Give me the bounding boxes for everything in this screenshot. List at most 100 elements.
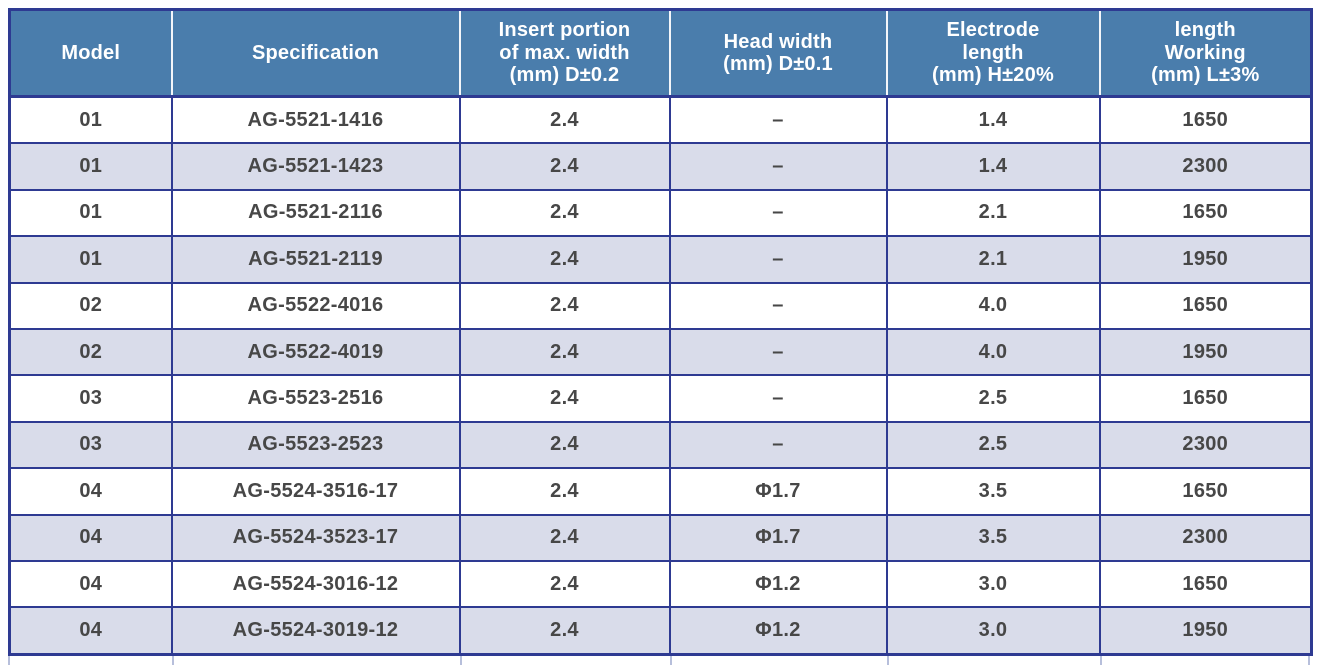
cell-insert-width: 2.4 — [458, 559, 671, 609]
cell-model: 02 — [8, 327, 173, 377]
grid-line-segment — [172, 655, 460, 665]
spec-table-wrapper: Model Specification Insert portion of ma… — [8, 8, 1313, 665]
cell-electrode-length: 2.5 — [885, 374, 1101, 423]
table-row: 01 AG-5521-2119 2.4–2.1 1950 — [8, 235, 1313, 284]
cell-insert-width: 2.4 — [458, 606, 671, 656]
cell-head-width: Φ1.7 — [668, 467, 888, 516]
cell-insert-width: 2.4 — [458, 467, 671, 516]
table-row: 04 AG-5524-3523-17 2.4 Φ1.7 3.5 2300 — [8, 513, 1313, 562]
cell-model: 04 — [8, 513, 173, 562]
table-row: 01 AG-5521-1423 2.4–1.4 2300 — [8, 142, 1313, 191]
grid-line-segment — [10, 656, 172, 665]
cell-working-length: 1650 — [1098, 95, 1313, 145]
cell-insert-width: 2.4 — [458, 142, 671, 191]
cell-model: 02 — [8, 281, 173, 330]
cell-specification: AG-5521-2119 — [170, 235, 461, 284]
cell-insert-width: 2.4 — [458, 327, 671, 377]
cell-insert-width: 2.4 — [458, 188, 671, 238]
cell-model: 04 — [8, 606, 173, 656]
cell-model: 03 — [8, 374, 173, 423]
cell-working-length: 1650 — [1098, 559, 1313, 609]
cell-working-length: 1650 — [1098, 467, 1313, 516]
grid-line-segment — [670, 655, 887, 665]
cell-model: 03 — [8, 420, 173, 470]
cell-head-width: – — [668, 235, 888, 284]
table-row: 03 AG-5523-2516 2.4–2.5 1650 — [8, 374, 1313, 423]
cell-electrode-length: 3.0 — [885, 559, 1101, 609]
cell-head-width: Φ1.2 — [668, 606, 888, 656]
table-row: 04 AG-5524-3016-12 2.4 Φ1.2 3.0 1650 — [8, 559, 1313, 609]
header-row: Model Specification Insert portion of ma… — [9, 9, 1312, 98]
cell-specification: AG-5524-3016-12 — [170, 559, 461, 609]
cell-specification: AG-5521-1423 — [170, 142, 461, 191]
cell-model: 01 — [8, 142, 173, 191]
table-row: 02 AG-5522-4016 2.4–4.0 1650 — [8, 281, 1313, 330]
cell-head-width: Φ1.2 — [668, 559, 888, 609]
cell-model: 04 — [8, 559, 173, 609]
cell-working-length: 2300 — [1098, 142, 1313, 191]
table-row: 04 AG-5524-3019-12 2.4 Φ1.2 3.0 1950 — [8, 606, 1313, 656]
cell-specification: AG-5524-3019-12 — [170, 606, 461, 656]
cut-off-next-row — [8, 655, 1310, 665]
cell-model: 01 — [8, 188, 173, 238]
cell-working-length: 1650 — [1098, 374, 1313, 423]
cell-electrode-length: 4.0 — [885, 327, 1101, 377]
table-body: 01 AG-5521-1416 2.4–1.4 1650 01 AG-5521-1423 2… — [8, 95, 1313, 656]
cell-head-width: – — [668, 188, 888, 238]
cell-electrode-length: 3.5 — [885, 467, 1101, 516]
cell-head-width: – — [668, 374, 888, 423]
column-header-electrode-length: Electrode length (mm) H±20% — [885, 9, 1100, 98]
cell-head-width: – — [668, 281, 888, 330]
cell-specification: AG-5524-3523-17 — [170, 513, 461, 562]
cell-insert-width: 2.4 — [458, 95, 671, 145]
table-row: 01 AG-5521-2116 2.4–2.1 1650 — [8, 188, 1313, 238]
cell-specification: AG-5524-3516-17 — [170, 467, 461, 516]
cell-model: 01 — [8, 235, 173, 284]
cell-head-width: Φ1.7 — [668, 513, 888, 562]
cell-electrode-length: 2.1 — [885, 235, 1101, 284]
cell-specification: AG-5522-4019 — [170, 327, 461, 377]
cell-electrode-length: 1.4 — [885, 95, 1101, 145]
cell-model: 01 — [8, 95, 173, 145]
cell-insert-width: 2.4 — [458, 235, 671, 284]
cell-head-width: – — [668, 95, 888, 145]
table-row: 03 AG-5523-2523 2.4–2.5 2300 — [8, 420, 1313, 470]
column-header-specification: Specification — [170, 9, 460, 98]
column-header-model: Model — [9, 9, 172, 98]
cell-electrode-length: 2.5 — [885, 420, 1101, 470]
cell-working-length: 1950 — [1098, 235, 1313, 284]
cell-working-length: 1650 — [1098, 281, 1313, 330]
cell-insert-width: 2.4 — [458, 281, 671, 330]
cell-electrode-length: 1.4 — [885, 142, 1101, 191]
cell-working-length: 2300 — [1098, 513, 1313, 562]
cell-head-width: – — [668, 142, 888, 191]
cell-specification: AG-5521-1416 — [170, 95, 461, 145]
cell-specification: AG-5522-4016 — [170, 281, 461, 330]
cell-insert-width: 2.4 — [458, 513, 671, 562]
grid-line-segment — [1100, 655, 1308, 665]
grid-line-segment — [887, 655, 1100, 665]
cell-electrode-length: 3.0 — [885, 606, 1101, 656]
column-header-head-width: Head width (mm) D±0.1 — [668, 9, 887, 98]
cell-model: 04 — [8, 467, 173, 516]
cell-head-width: – — [668, 420, 888, 470]
grid-line-segment — [460, 655, 670, 665]
cell-electrode-length: 3.5 — [885, 513, 1101, 562]
cell-electrode-length: 4.0 — [885, 281, 1101, 330]
cell-specification: AG-5521-2116 — [170, 188, 461, 238]
cell-working-length: 1650 — [1098, 188, 1313, 238]
table-row: 01 AG-5521-1416 2.4–1.4 1650 — [8, 95, 1313, 145]
column-header-insert-width: Insert portion of max. width (mm) D±0.2 — [458, 9, 670, 98]
product-spec-table: Model Specification Insert portion of ma… — [8, 8, 1313, 656]
cell-insert-width: 2.4 — [458, 374, 671, 423]
cell-specification: AG-5523-2516 — [170, 374, 461, 423]
cell-working-length: 2300 — [1098, 420, 1313, 470]
cell-electrode-length: 2.1 — [885, 188, 1101, 238]
column-header-working-length: length Working (mm) L±3% — [1098, 9, 1312, 98]
cell-working-length: 1950 — [1098, 327, 1313, 377]
cell-specification: AG-5523-2523 — [170, 420, 461, 470]
table-row: 02 AG-5522-4019 2.4–4.0 1950 — [8, 327, 1313, 377]
cell-working-length: 1950 — [1098, 606, 1313, 656]
cell-insert-width: 2.4 — [458, 420, 671, 470]
cell-head-width: – — [668, 327, 888, 377]
